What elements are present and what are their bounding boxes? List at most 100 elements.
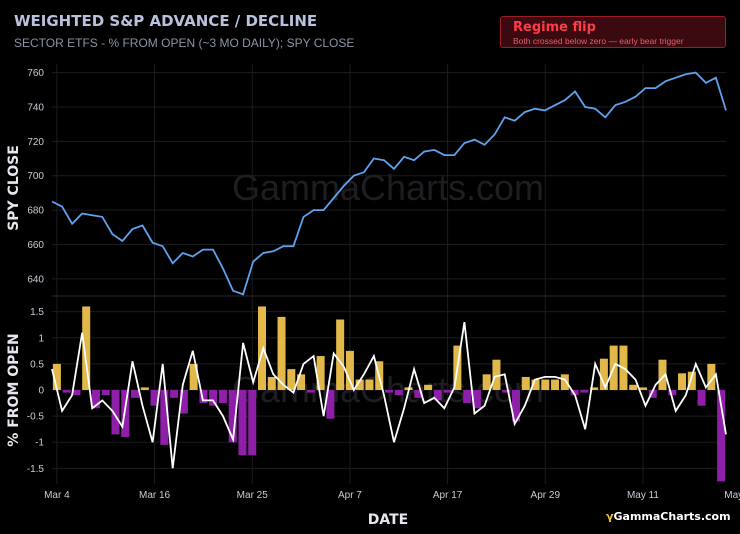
bar [82, 306, 91, 390]
x-axis-title: DATE [368, 512, 408, 528]
bar [443, 390, 452, 393]
bar [599, 358, 608, 390]
bar [160, 390, 169, 445]
bar [218, 390, 227, 404]
y-tick-label-lower: -1 [35, 438, 44, 449]
x-tick-label: Apr 7 [338, 490, 362, 501]
bar [482, 374, 491, 390]
bar [306, 390, 315, 393]
y-tick-label-lower: -0.5 [27, 412, 45, 423]
bar [560, 374, 569, 390]
y-tick-label-upper: 680 [27, 206, 44, 217]
x-tick-label: Mar 25 [237, 490, 269, 501]
bar [326, 390, 335, 419]
bar [648, 390, 657, 398]
x-tick-label: Mar 16 [139, 490, 171, 501]
brand-logo: γGammaCharts.com [606, 510, 731, 523]
regime-flip-callout: Regime flip Both crossed below zero — ea… [500, 16, 726, 48]
bar [492, 359, 501, 390]
y-tick-label-upper: 720 [27, 137, 44, 148]
bar [707, 363, 716, 390]
chart-title: WEIGHTED S&P ADVANCE / DECLINE [14, 12, 318, 30]
gamma-icon: γ [606, 510, 614, 523]
bar [111, 390, 120, 435]
bar [531, 379, 540, 390]
y-tick-label-upper: 740 [27, 102, 44, 113]
bar [424, 384, 433, 390]
x-tick-label: May 11 [627, 490, 659, 501]
spy-close-line [51, 71, 727, 296]
x-tick-label: Mar 4 [44, 490, 70, 501]
bar [394, 390, 403, 396]
bar [52, 363, 61, 390]
x-tick-label: May 21 [724, 490, 740, 501]
x-tick-label: Apr 17 [433, 490, 463, 501]
y-tick-label-upper: 640 [27, 274, 44, 285]
bar [551, 379, 560, 390]
bar [658, 359, 667, 390]
bar [521, 376, 530, 390]
bar [697, 390, 706, 406]
bar [101, 390, 110, 396]
bar [638, 387, 647, 390]
bar [570, 390, 579, 396]
bar [248, 390, 257, 456]
bar [209, 390, 218, 406]
pct-from-open-line [51, 321, 727, 469]
bar [62, 390, 71, 393]
bar [590, 387, 599, 390]
bar [189, 363, 198, 390]
bar [199, 390, 208, 404]
bar [91, 390, 100, 409]
y-tick-label-upper: 660 [27, 240, 44, 251]
y-tick-label-lower: 0 [38, 386, 44, 397]
bar [355, 379, 364, 390]
bar [472, 390, 481, 409]
y-tick-label-lower: 1.5 [30, 307, 44, 318]
watermark-upper: GammaCharts.com [232, 167, 544, 208]
bar [258, 306, 267, 390]
y-tick-label-upper: 700 [27, 171, 44, 182]
bar [140, 387, 149, 390]
bar [580, 390, 589, 393]
bar [629, 384, 638, 390]
bar [336, 319, 345, 390]
bar [414, 390, 423, 398]
y-tick-label-lower: 1 [38, 333, 44, 344]
chart-subtitle: SECTOR ETFS - % FROM OPEN (~3 MO DAILY);… [14, 36, 355, 50]
bar [267, 376, 276, 390]
bar [316, 356, 325, 390]
bar [365, 379, 374, 390]
bar [511, 390, 520, 422]
bar [179, 390, 188, 414]
bar [297, 374, 306, 390]
bar [668, 390, 677, 396]
y-axis-title-upper: SPY CLOSE [6, 145, 22, 231]
x-tick-label: Apr 29 [531, 490, 561, 501]
bar [277, 316, 286, 390]
brand-text: GammaCharts.com [613, 510, 731, 523]
callout-subtitle: Both crossed below zero — early bear tri… [513, 36, 684, 46]
bar [170, 390, 179, 398]
bar [687, 371, 696, 390]
bar [384, 390, 394, 393]
bar [541, 379, 550, 390]
bar [502, 390, 511, 393]
callout-title: Regime flip [513, 20, 596, 35]
bar [228, 390, 237, 443]
y-tick-label-lower: -1.5 [27, 464, 45, 475]
bar [717, 390, 726, 482]
bar [287, 369, 296, 390]
y-tick-label-upper: 760 [27, 68, 44, 79]
bar [131, 390, 140, 398]
bar [463, 390, 472, 404]
bar [345, 350, 354, 390]
y-axis-title-lower: % FROM OPEN [6, 333, 22, 446]
bar [678, 373, 687, 390]
bar [150, 390, 159, 406]
bar [433, 390, 442, 401]
bar [72, 390, 81, 396]
y-tick-label-lower: 0.5 [30, 359, 44, 370]
bar [238, 390, 247, 456]
